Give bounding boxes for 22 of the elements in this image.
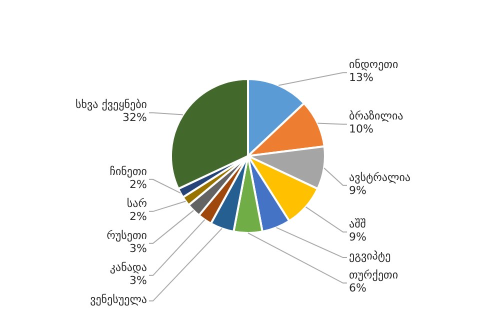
data-label: 2% [130,178,147,191]
data-label: 3% [130,242,147,255]
slice-label: ავსტრალია [349,170,411,184]
slice-label: ინდოეთი [349,58,398,71]
data-label: 3% [130,274,147,287]
slice-label: რუსეთი [106,228,148,242]
slice-label: სხვა ქვეყნები [76,98,148,112]
data-label: 2% [130,210,147,223]
slice-label: აშშ [349,217,366,230]
data-label: 6% [349,281,366,294]
data-label: 32% [122,111,147,124]
data-label: 13% [349,70,374,84]
slice-label: ვენესუელა [90,292,148,306]
slice-label: ბრაზილია [349,110,404,123]
data-label: 9% [349,184,366,197]
data-label: 9% [349,230,366,244]
slice-label: თურქეთი [349,268,398,282]
data-label: 10% [349,122,374,136]
slice-label: სარ [126,196,148,210]
slice-label: ჩინეთი [110,164,148,178]
slice-label: კანადა [110,260,148,274]
slice-label: ეგვიპტე [349,249,391,262]
